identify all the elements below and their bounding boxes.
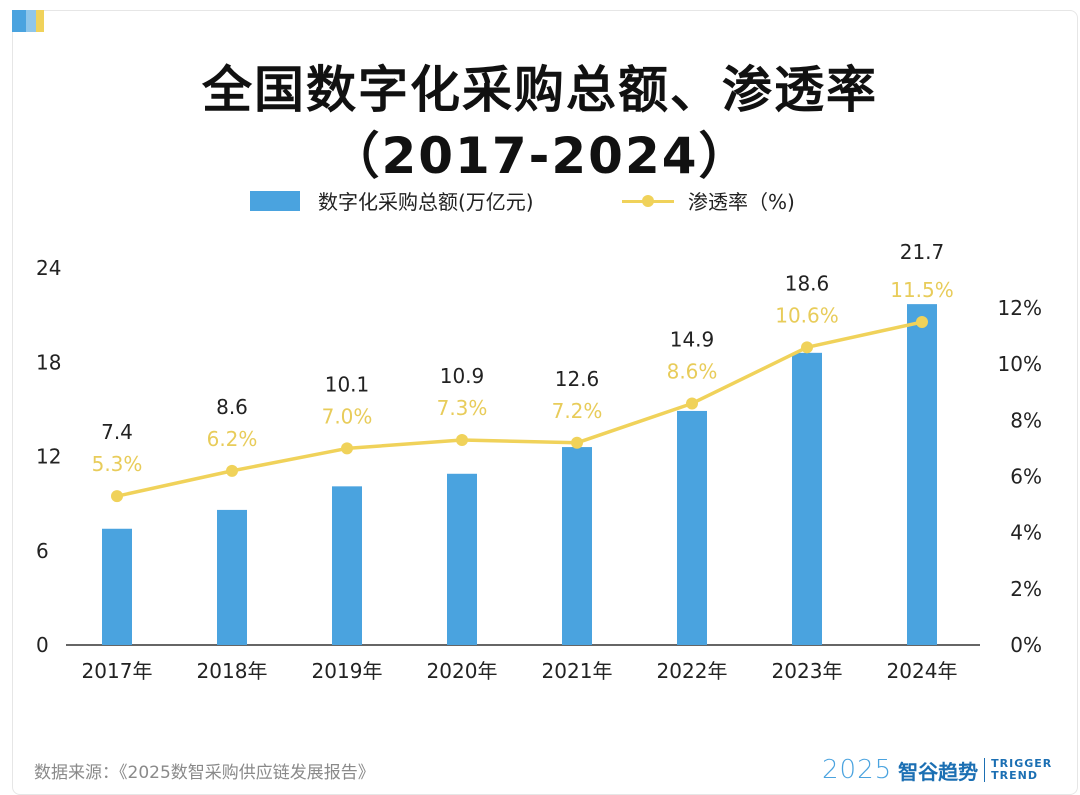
amount-data-label: 18.6 — [785, 271, 830, 295]
y-left-tick-label: 18 — [36, 350, 61, 374]
x-tick-label: 2019年 — [312, 659, 383, 683]
chart-subtitle: （2017-2024） — [329, 127, 751, 185]
y-right-tick-label: 12% — [998, 296, 1042, 320]
x-tick-label: 2024年 — [887, 659, 958, 683]
x-tick-label: 2021年 — [542, 659, 613, 683]
brand-separator — [984, 758, 986, 782]
y-left-tick-label: 12 — [36, 445, 61, 469]
line-point — [341, 442, 353, 455]
line-point — [801, 341, 813, 354]
rate-data-label: 7.2% — [552, 399, 603, 423]
rate-data-label: 5.3% — [92, 452, 143, 476]
line-point — [916, 316, 928, 329]
y-left-tick-label: 6 — [36, 539, 49, 563]
legend-item-amount: 数字化采购总额(万亿元) — [250, 186, 534, 215]
bar — [217, 509, 247, 645]
line-point — [456, 433, 468, 446]
line-point — [571, 436, 583, 449]
y-left-tick-label: 24 — [36, 256, 61, 280]
x-tick-label: 2022年 — [657, 659, 728, 683]
legend-line-label: 渗透率（%) — [688, 190, 795, 214]
y-right-tick-label: 0% — [1010, 633, 1042, 657]
brand-name: 智谷趋势 — [898, 759, 979, 784]
rate-data-label: 7.0% — [322, 404, 373, 428]
rate-data-label: 7.3% — [437, 396, 488, 420]
bar — [447, 473, 477, 645]
x-tick-label: 2018年 — [197, 659, 268, 683]
chart-title: 全国数字化采购总额、渗透率 — [202, 61, 878, 119]
brand-english: TRIGGER TREND — [991, 757, 1053, 782]
amount-data-label: 7.4 — [101, 420, 133, 444]
amount-data-label: 8.6 — [216, 395, 248, 419]
legend-bar-swatch — [250, 190, 300, 211]
legend-line-swatch — [622, 191, 674, 211]
bar — [562, 447, 592, 645]
amount-data-label: 21.7 — [900, 240, 945, 264]
amount-data-label: 10.1 — [325, 372, 370, 396]
rate-data-label: 10.6% — [775, 303, 839, 327]
bar — [332, 486, 362, 645]
brand-year: 2025 — [822, 755, 893, 785]
chart-card — [12, 10, 1078, 795]
bar — [677, 410, 707, 645]
amount-data-label: 12.6 — [555, 367, 600, 391]
rate-data-label: 8.6% — [667, 359, 718, 383]
penetration-line — [116, 320, 923, 498]
y-right-tick-label: 2% — [1010, 577, 1042, 601]
bar — [907, 304, 937, 645]
y-right-tick-label: 10% — [998, 352, 1042, 376]
corner-decoration — [12, 10, 44, 32]
y-right-tick-label: 4% — [1010, 521, 1042, 545]
bar — [792, 352, 822, 645]
legend-bar-label: 数字化采购总额(万亿元) — [318, 190, 534, 214]
source-note: 数据来源：《2025数智采购供应链发展报告》 — [34, 763, 375, 783]
amount-data-label: 10.9 — [440, 364, 485, 388]
line-point — [226, 464, 238, 477]
bar — [102, 528, 132, 645]
x-tick-label: 2023年 — [772, 659, 843, 683]
legend-item-rate: 渗透率（%) — [622, 186, 795, 215]
x-tick-label: 2017年 — [82, 659, 153, 683]
rate-data-label: 6.2% — [207, 427, 258, 451]
legend: 数字化采购总额(万亿元) 渗透率（%) — [0, 186, 1080, 216]
brand-logo: 2025 智谷趋势 TRIGGER TREND — [822, 754, 1052, 786]
y-right-tick-label: 8% — [1010, 408, 1042, 432]
x-tick-label: 2020年 — [427, 659, 498, 683]
line-point — [111, 490, 123, 503]
amount-data-label: 14.9 — [670, 327, 715, 351]
line-point — [686, 397, 698, 410]
y-left-tick-label: 0 — [36, 633, 49, 657]
rate-data-label: 11.5% — [890, 278, 954, 302]
y-right-tick-label: 6% — [1010, 465, 1042, 489]
